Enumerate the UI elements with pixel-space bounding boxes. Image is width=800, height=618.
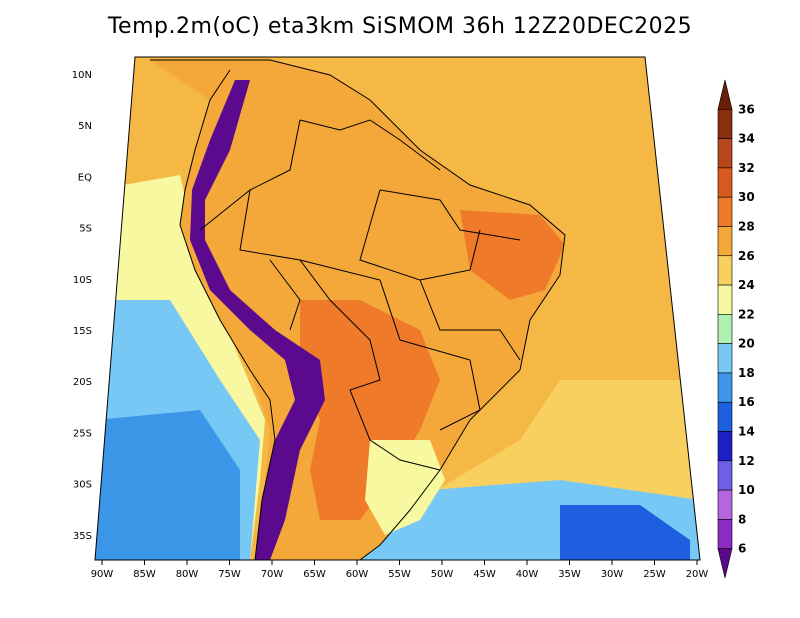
field-south-brazil	[365, 440, 445, 535]
lat-tick-label: 30S	[73, 480, 92, 491]
lon-tick-label: 45W	[473, 569, 496, 580]
lon-tick-label: 65W	[303, 569, 326, 580]
colorbar-swatch	[717, 548, 733, 579]
field-land-hot	[300, 300, 440, 520]
lon-tick-label: 35W	[558, 569, 581, 580]
lon-tick-label: 25W	[643, 569, 666, 580]
colorbar-label: 20	[738, 337, 755, 351]
colorbar-label: 28	[738, 219, 755, 233]
lon-tick-label: 50W	[431, 569, 454, 580]
colorbar-label: 22	[738, 307, 755, 321]
colorbar-label: 10	[738, 483, 755, 497]
map-title: Temp.2m(oC) eta3km SiSMOM 36h 12Z20DEC20…	[107, 14, 693, 39]
lon-tick-label: 60W	[346, 569, 369, 580]
colorbar-swatch	[717, 284, 733, 315]
lat-tick-label: 5N	[78, 121, 92, 132]
longitude-axis: 90W 85W 80W 75W 70W 65W 60W 55W 50W 45W 40W 35W 30W 2…	[91, 560, 709, 580]
colorbar-label: 16	[738, 395, 755, 409]
colorbar-label: 36	[738, 102, 755, 116]
colorbar-swatch	[717, 226, 733, 257]
colorbar-label: 34	[738, 132, 755, 146]
lat-tick-label: 10N	[72, 70, 92, 81]
colorbar-swatch	[717, 255, 733, 286]
lat-tick-label: EQ	[78, 172, 92, 183]
field-land-hot-northeast	[460, 210, 565, 300]
colorbar-label: 8	[738, 512, 746, 526]
colorbar-swatch	[717, 519, 733, 550]
brazil-border	[239, 119, 441, 471]
lat-tick-label: 35S	[73, 531, 92, 542]
colorbar-swatch	[717, 431, 733, 462]
lat-tick-label: 5S	[79, 224, 92, 235]
colorbar: 6 8 10 12 14 16 18 20 22 24 26 28 30 32 34 36	[717, 79, 755, 579]
lon-tick-label: 70W	[261, 569, 284, 580]
colorbar-swatch	[717, 314, 733, 344]
coastline	[150, 59, 566, 561]
lon-tick-label: 20W	[686, 569, 709, 580]
country-borders	[150, 59, 566, 561]
lat-tick-label: 20S	[73, 377, 92, 388]
colorbar-label: 30	[738, 190, 755, 204]
colorbar-label: 32	[738, 161, 755, 175]
colorbar-swatch	[717, 138, 733, 169]
field-south-cold	[560, 505, 690, 560]
field-pacific-cold	[95, 410, 240, 560]
lon-tick-label: 85W	[133, 569, 156, 580]
colorbar-label: 6	[738, 542, 746, 556]
colorbar-swatch	[717, 167, 733, 198]
lat-tick-label: 10S	[73, 275, 92, 286]
latitude-axis: 10N 5N EQ 5S 10S 15S 20S 25S 30S 35S	[72, 70, 92, 542]
colorbar-label: 18	[738, 366, 755, 380]
colorbar-swatch	[717, 372, 733, 403]
state-borders	[199, 189, 521, 431]
lon-tick-label: 90W	[91, 569, 114, 580]
lon-tick-label: 30W	[601, 569, 624, 580]
map-frame	[94, 56, 701, 561]
colorbar-swatch	[717, 489, 733, 520]
lon-tick-label: 75W	[218, 569, 241, 580]
colorbar-swatch	[717, 196, 733, 227]
colorbar-label: 14	[738, 425, 755, 439]
colorbar-label: 24	[738, 278, 755, 292]
colorbar-swatch	[717, 108, 733, 139]
lon-tick-label: 80W	[176, 569, 199, 580]
colorbar-swatch	[717, 401, 733, 432]
lat-tick-label: 25S	[73, 428, 92, 439]
lon-tick-label: 40W	[516, 569, 539, 580]
colorbar-swatch	[717, 343, 733, 374]
temperature-field	[95, 57, 700, 560]
lat-tick-label: 15S	[73, 326, 92, 337]
colorbar-label: 12	[738, 454, 755, 468]
lon-tick-label: 55W	[388, 569, 411, 580]
colorbar-swatch	[717, 460, 733, 491]
field-andes	[190, 80, 325, 560]
colorbar-label: 26	[738, 249, 755, 263]
colorbar-swatch	[717, 79, 733, 110]
